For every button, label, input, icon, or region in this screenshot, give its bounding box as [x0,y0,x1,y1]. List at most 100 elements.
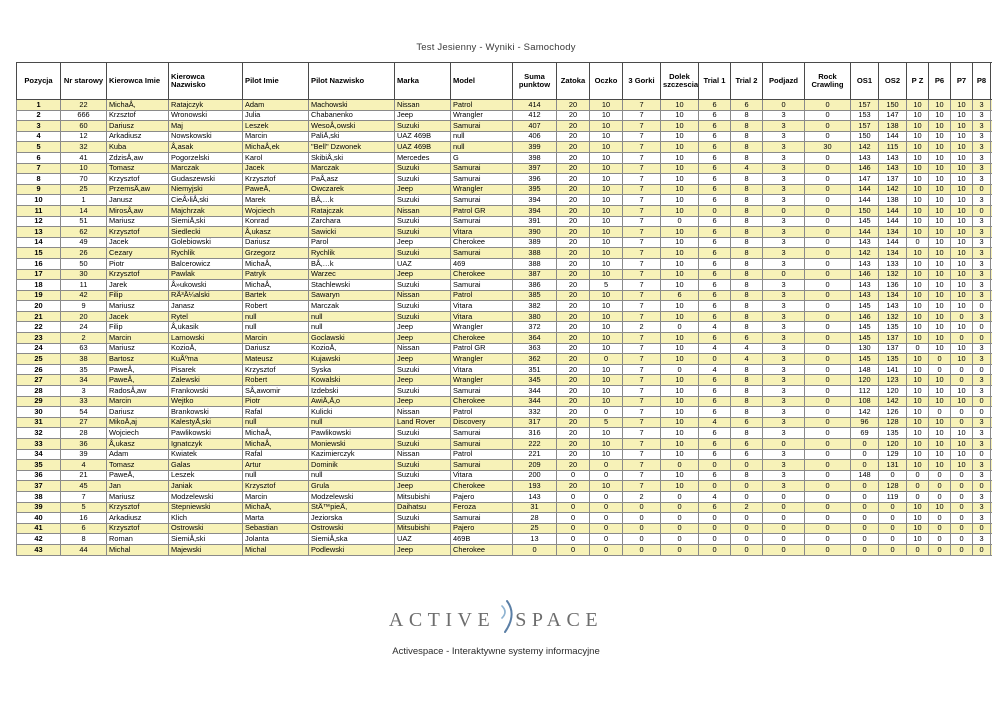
table-cell: 7 [622,151,661,164]
table-cell: Zarchara [308,215,395,228]
table-cell: 0 [990,395,992,408]
table-cell: 3 [762,215,805,228]
table-cell: 0 [804,99,851,111]
table-cell: Pawlikowski [168,427,243,439]
table-cell: Mariusz [106,215,169,228]
table-cell: 0 [804,374,851,387]
column-header-suma-punktow: Suma punktow [512,62,557,100]
table-cell: 10 [660,385,699,397]
table-cell: Nowskowski [168,130,243,143]
table-cell: 6 [698,257,731,270]
table-cell: 10 [589,448,623,461]
table-cell: 36 [16,469,61,482]
table-cell: 10 [950,236,973,249]
table-cell: 0 [906,480,929,492]
table-cell: 0 [804,448,851,461]
table-cell: 10 [950,321,973,334]
table-cell: 6 [698,438,731,450]
table-cell: 7 [622,99,661,111]
table-cell: 0 [804,120,851,132]
table-cell: 3 [762,385,805,397]
table-cell: 143 [878,151,907,164]
table-cell: 3 [972,353,991,365]
table-cell: 15 [990,257,992,270]
table-cell: 0 [622,501,661,514]
table-cell: 0 [762,501,805,514]
table-cell: KuÅºma [168,353,243,365]
table-cell: Mariusz [106,490,169,503]
table-row: 5 32 Kuba Å‚asak MichaÅ,ek "Bell" Dzwonek UAZ … [16,141,992,153]
table-cell: 136 [878,279,907,291]
table-cell: 7 [16,162,61,175]
table-cell: 10 [660,173,699,185]
table-cell: 0 [972,543,991,556]
table-cell: 3 [762,247,805,259]
table-cell: 10 [589,215,623,228]
table-cell: 10 [928,141,951,153]
table-cell: 10 [950,385,973,397]
table-cell: Michal [242,543,309,556]
table-cell: 0 [804,194,851,206]
table-row: 31 27 MikoÅ‚aj KalestyÅ‚ski null null Land Rov… [16,416,992,429]
table-cell: 20 [556,289,590,302]
table-cell: 0 [928,522,951,535]
table-cell: Å‚ukasz [242,226,309,238]
table-cell: 22 [16,321,61,334]
table-cell: null [242,310,309,323]
column-header-p10: P10 [990,62,992,100]
table-cell: 0 [762,512,805,524]
table-cell: 0 [804,247,851,259]
table-cell: null [308,321,395,334]
table-cell: 4 [698,416,731,429]
table-cell: Krzysztof [106,268,169,281]
table-cell: 10 [906,141,929,153]
table-row: 15 26 Cezary Rychlik Grzegorz Rychlik Suzuki Sa… [16,247,992,259]
table-row: 2 666 Krzsztof Wronowski Julia Chabanenko Jeep… [16,109,992,122]
table-cell: 407 [512,120,557,132]
column-header-pilot-nazwisko: Pilot Nazwisko [308,62,395,100]
column-header-dolek-szczescia: Dolek szczescia [660,62,699,100]
table-row: 28 3 RadosÅ‚aw Frankowski SÅ‚awomir Izdebski S… [16,385,992,397]
table-cell: 137 [878,342,907,355]
table-cell: 0 [589,459,623,471]
table-cell: Kazimierczyk [308,448,395,461]
table-cell: Sawaryn [308,289,395,302]
table-cell: 15 [990,459,992,471]
table-cell: Krzsztof [106,109,169,122]
table-cell: 10 [589,300,623,312]
table-cell: 10 [589,480,623,492]
table-cell: Warzec [308,268,395,281]
table-cell: 0 [804,543,851,556]
table-cell: 135 [878,321,907,334]
table-cell: ZdzisÅ,aw [106,151,169,164]
table-cell: 10 [928,374,951,387]
table-cell: Julia [242,109,309,122]
table-cell: Wrangler [450,183,513,196]
table-cell: 344 [512,395,557,408]
table-cell: 10 [906,427,929,439]
table-cell: 399 [512,141,557,153]
table-cell: 388 [512,257,557,270]
table-cell: 10 [906,300,929,312]
table-cell: Vitara [450,300,513,312]
table-cell: 10 [950,162,973,175]
table-cell: 344 [512,385,557,397]
table-cell: Samurai [450,194,513,206]
table-cell: Jeep [394,395,451,408]
table-cell: Janiak [168,480,243,492]
table-cell: 0 [804,469,851,482]
table-cell: 10 [990,438,992,450]
table-cell: Krzysztof [242,480,309,492]
table-cell: 12 [60,130,107,143]
column-header-marka: Marka [394,62,451,100]
table-cell: 129 [878,448,907,461]
table-cell: 38 [16,490,61,503]
table-cell: MichaÅ, [242,501,309,514]
logo-text-right: SPACE [515,609,604,631]
table-cell: 8 [730,279,763,291]
table-cell: 20 [556,236,590,249]
table-cell: 0 [804,533,851,545]
table-cell: Stepniewski [168,501,243,514]
table-cell: 209 [512,459,557,471]
column-header-trial-1: Trial 1 [698,62,731,100]
